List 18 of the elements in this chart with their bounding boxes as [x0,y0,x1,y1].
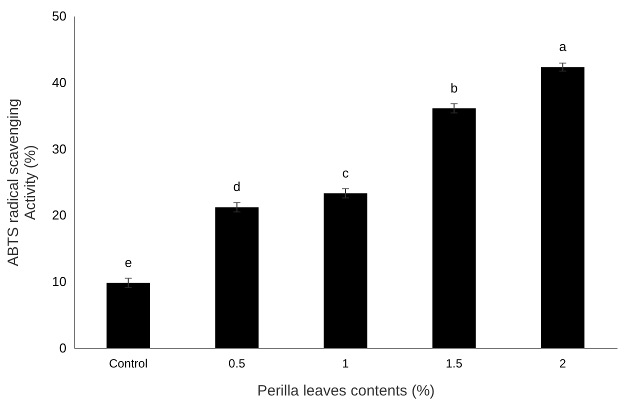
y-tick-label: 40 [52,74,66,90]
x-tick-label: Control [108,356,148,370]
x-tick-label: 0.5 [228,356,246,370]
y-tick-label: 30 [52,141,66,156]
annotation: d [233,179,241,194]
annotation: e [124,254,132,270]
x-tick-label: 1.5 [446,356,463,370]
annotation: c [342,165,350,180]
x-tick-label: 1 [342,356,350,370]
y-tick-label: 20 [52,208,66,223]
annotation: a [559,39,568,54]
annotation: b [450,80,458,96]
y-tick-label: 10 [52,274,66,290]
y-tick-label: 50 [52,8,66,24]
y-tick-label: 0 [59,340,66,356]
x-tick-label: 2 [559,356,566,370]
x-axis-title: Perilla leaves contents (%) [257,382,435,400]
y-axis-title: ABTS radical scavenging Activity (%) [5,98,40,266]
